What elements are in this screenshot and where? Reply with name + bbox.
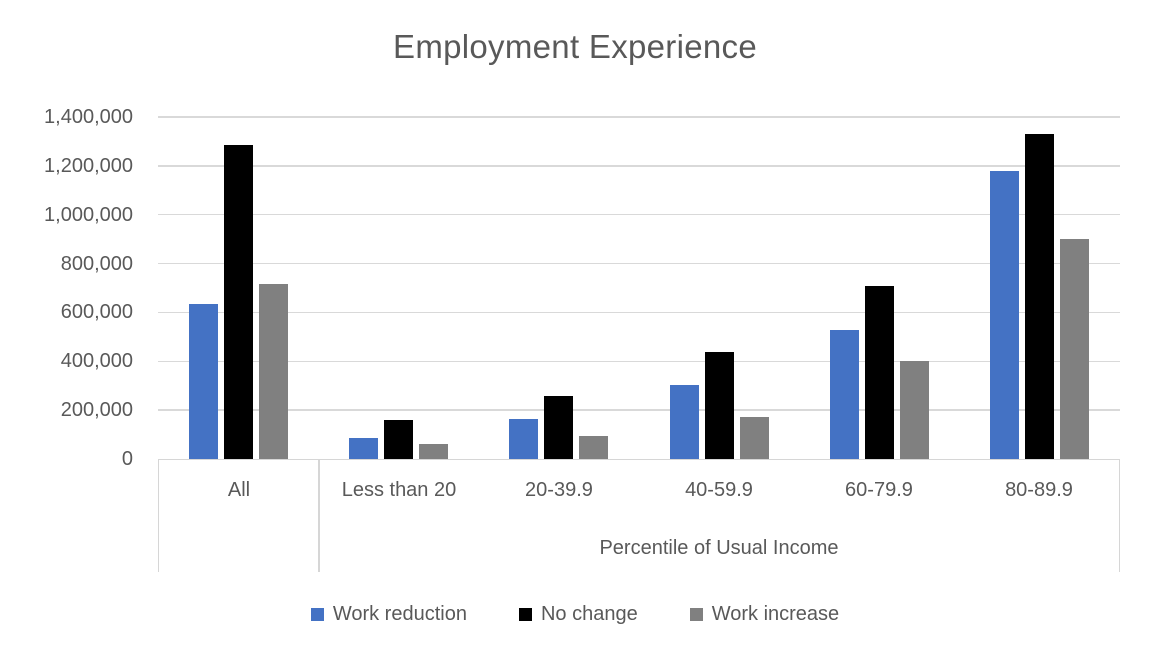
y-tick-label-1-000-000: 1,000,000 — [44, 203, 133, 226]
bar-groups — [158, 117, 1120, 459]
y-tick-label-400-000: 400,000 — [60, 350, 133, 373]
y-tick-label-800-000: 800,000 — [60, 252, 133, 275]
x-axis-divider — [318, 460, 320, 572]
bar-no-change-20-39-9 — [544, 395, 574, 459]
x-axis-category-box: Percentile of Usual Income All Less than … — [158, 459, 1120, 572]
bar-work-reduction-60-79-9 — [829, 329, 859, 459]
bar-group-less-than-20 — [318, 117, 478, 459]
y-tick-label-200-000: 200,000 — [60, 399, 133, 422]
x-tick-label-20-39-9: 20-39.9 — [525, 479, 593, 501]
legend-entry-work-increase: Work increase — [689, 603, 840, 626]
y-tick-label-1-400-000: 1,400,000 — [44, 106, 133, 128]
legend-entry-no-change: No change — [518, 603, 638, 626]
gridline-1-400-000 — [158, 116, 1120, 118]
y-tick-label-0: 0 — [121, 448, 133, 470]
bar-no-change-60-79-9 — [864, 285, 894, 459]
gridline-1-200-000 — [158, 165, 1120, 167]
x-tick-label-60-79-9: 60-79.9 — [845, 479, 913, 501]
legend-swatch-work-reduction — [310, 608, 324, 621]
bar-work-increase-all — [258, 284, 288, 459]
gridline-600-000 — [158, 311, 1120, 314]
bar-work-reduction-all — [188, 303, 218, 459]
gridline-800-000 — [158, 262, 1120, 265]
bar-work-reduction-20-39-9 — [509, 418, 539, 459]
bar-no-change-80-89-9 — [1025, 134, 1055, 459]
bar-group-80-89-9 — [960, 117, 1120, 459]
legend-label-no-change: No change — [540, 603, 638, 625]
legend-label-work-increase: Work increase — [711, 603, 840, 625]
x-tick-label-less-than-20: Less than 20 — [341, 479, 457, 501]
bar-no-change-all — [223, 145, 253, 459]
x-tick-label-all: All — [227, 479, 251, 501]
bar-work-increase-60-79-9 — [899, 361, 929, 459]
legend-swatch-work-increase — [689, 608, 703, 621]
bar-work-increase-80-89-9 — [1060, 239, 1090, 459]
legend-swatch-no-change — [518, 608, 532, 621]
bar-group-40-59-9 — [639, 117, 799, 459]
chart-title: Employment Experience — [393, 28, 757, 65]
gridline-200-000 — [158, 409, 1120, 411]
legend-entry-work-reduction: Work reduction — [310, 603, 467, 626]
bar-work-increase-less-than-20 — [418, 444, 448, 459]
gridline-1-000-000 — [158, 213, 1120, 216]
x-axis-group-label: Percentile of Usual Income — [599, 537, 839, 559]
plot-area — [158, 116, 1120, 459]
y-axis: 0 200,000 400,000 600,000 800,000 1,000,000 1,… — [0, 106, 133, 470]
bar-work-reduction-80-89-9 — [990, 170, 1020, 459]
bar-work-reduction-40-59-9 — [669, 384, 699, 459]
x-tick-label-40-59-9: 40-59.9 — [685, 479, 753, 501]
y-tick-label-600-000: 600,000 — [60, 301, 133, 324]
x-tick-label-80-89-9: 80-89.9 — [1005, 479, 1073, 501]
bar-work-increase-20-39-9 — [579, 435, 609, 459]
bar-group-all — [158, 117, 318, 459]
gridline-400-000 — [158, 360, 1120, 363]
legend-label-work-reduction: Work reduction — [332, 603, 467, 625]
bar-no-change-40-59-9 — [704, 351, 734, 459]
bar-group-60-79-9 — [799, 117, 959, 459]
legend: Work reduction No change Work increase — [0, 603, 1150, 626]
bar-group-20-39-9 — [479, 117, 639, 459]
y-tick-label-1-200-000: 1,200,000 — [44, 154, 133, 177]
bar-no-change-less-than-20 — [383, 419, 413, 459]
bar-work-increase-40-59-9 — [739, 417, 769, 459]
bar-work-reduction-less-than-20 — [348, 438, 378, 459]
